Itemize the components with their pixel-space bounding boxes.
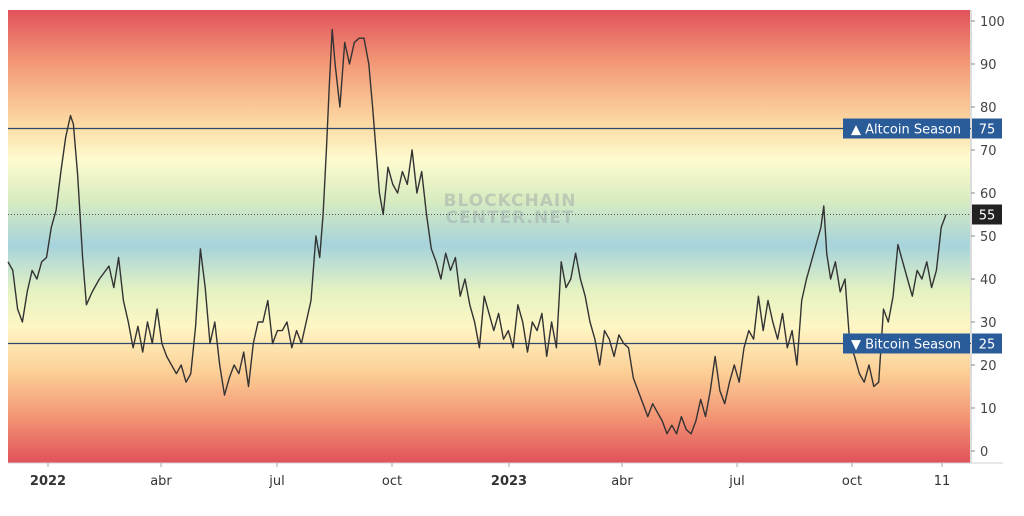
reference-value-label: 75 — [979, 123, 996, 138]
x-tick-label: abr — [150, 474, 172, 489]
reference-line-label: ▲ Altcoin Season — [851, 123, 961, 138]
x-tick-label: 11 — [934, 474, 951, 489]
y-tick-label: 50 — [980, 230, 997, 245]
x-tick-label: 2023 — [491, 474, 527, 489]
watermark: BLOCKCHAIN CENTER.NET — [444, 191, 577, 228]
x-tick-label: 2022 — [30, 474, 66, 489]
x-tick-label: jul — [268, 474, 284, 489]
plot-background — [8, 10, 970, 463]
y-tick-label: 60 — [980, 187, 997, 202]
x-tick-label: abr — [611, 474, 633, 489]
y-tick-label: 100 — [980, 15, 1005, 30]
y-tick-label: 90 — [980, 58, 997, 73]
x-axis-ticks: 2022 abr jul oct 2023 abr jul oct 11 — [30, 463, 950, 489]
watermark-line-2: CENTER.NET — [446, 208, 575, 228]
x-tick-label: oct — [382, 474, 402, 489]
axis-labels: ▲ Altcoin Season 75 ▼ Bitcoin Season 25 55 — [843, 118, 1002, 354]
x-tick-label: jul — [728, 474, 744, 489]
reference-line-label-bg — [843, 118, 970, 139]
y-tick-label: 20 — [980, 359, 997, 374]
y-tick-label: 70 — [980, 144, 997, 159]
reference-value-label-bg — [972, 333, 1002, 354]
series-line — [7, 28, 947, 435]
y-tick-label: 10 — [980, 402, 997, 417]
y-axis-ticks: 0 10 20 30 40 50 60 70 80 90 100 — [971, 15, 1005, 460]
reference-value-label-bg — [972, 118, 1002, 139]
current-value-label-bg — [972, 204, 1002, 225]
series-group — [7, 28, 947, 435]
y-tick-label: 0 — [980, 445, 988, 460]
y-tick-label: 40 — [980, 273, 997, 288]
y-tick-label: 80 — [980, 101, 997, 116]
reference-line-label-bg — [843, 333, 970, 354]
reference-line-label: ▼ Bitcoin Season — [851, 338, 961, 353]
reference-lines — [8, 127, 971, 345]
x-tick-label: oct — [842, 474, 862, 489]
x-axis-band — [8, 463, 970, 493]
current-value-label: 55 — [979, 209, 996, 224]
y-tick-label: 30 — [980, 316, 997, 331]
reference-value-label: 25 — [979, 338, 996, 353]
watermark-line-1: BLOCKCHAIN — [444, 191, 577, 211]
